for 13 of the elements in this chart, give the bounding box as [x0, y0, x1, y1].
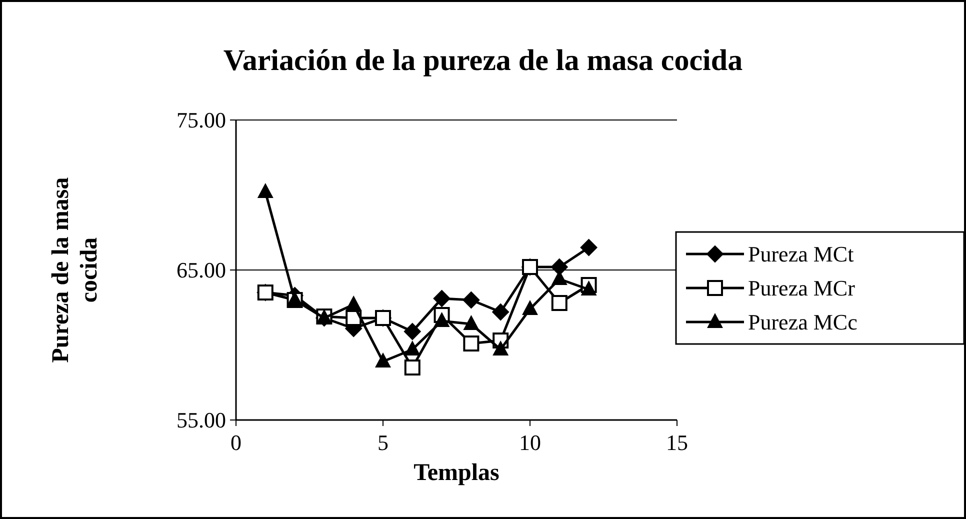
y-tick-label: 75.00 — [176, 108, 226, 133]
legend-label: Pureza MCt — [748, 242, 854, 267]
legend-label: Pureza MCr — [748, 276, 856, 301]
chart-title: Variación de la pureza de la masa cocida — [223, 44, 743, 77]
y-axis-title: Pureza de la masa cocida — [48, 177, 103, 363]
x-tick-label: 15 — [666, 430, 688, 455]
x-tick-label: 10 — [519, 430, 541, 455]
y-tick-label: 55.00 — [176, 408, 226, 433]
x-tick-label: 0 — [230, 430, 242, 455]
x-tick-label: 5 — [378, 430, 388, 455]
legend-label: Pureza MCc — [748, 310, 858, 335]
y-tick-label: 65.00 — [176, 258, 226, 283]
x-axis-title: Templas — [414, 460, 500, 486]
